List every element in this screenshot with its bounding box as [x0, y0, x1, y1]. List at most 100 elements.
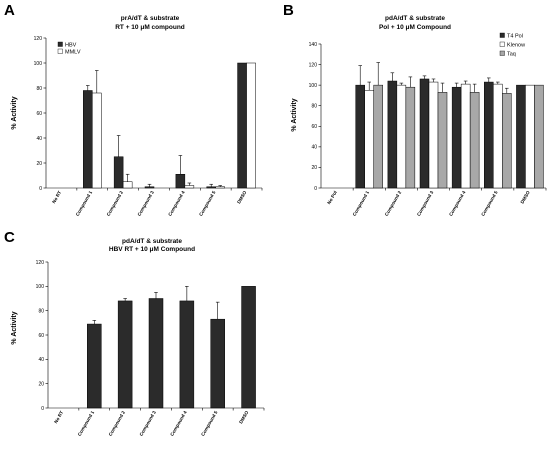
- panel-c: C pdA/dT & substrate HBV RT + 10 μM Comp…: [4, 229, 265, 437]
- bar-b-s1: [396, 84, 407, 189]
- x-tick-label-c: Compound 5: [200, 410, 219, 437]
- bar-a-s1: [92, 92, 102, 189]
- y-tick-label-c: 80: [38, 308, 44, 314]
- bar-c-s0: [117, 300, 133, 409]
- y-axis-label-a: % Activity: [11, 96, 18, 129]
- bar-b-s0: [516, 84, 526, 189]
- bar-b-s1: [364, 90, 374, 189]
- bar-b-s1: [525, 84, 535, 189]
- x-tick-label-b: Compound 2: [384, 190, 403, 217]
- bar-a-s1: [122, 181, 133, 189]
- bar-b-s2: [437, 92, 448, 189]
- panel-label-a: A: [4, 2, 15, 19]
- x-tick-label-b: Compound 3: [416, 190, 435, 217]
- bar-a-s1: [184, 185, 195, 189]
- x-tick-label-c: Compound 1: [77, 410, 96, 437]
- bar-a-s0: [83, 90, 93, 189]
- panel-label-b: B: [283, 2, 294, 19]
- x-tick-label-b: Compound 1: [352, 190, 371, 217]
- x-tick-label-a: Compound 5: [198, 190, 217, 217]
- bar-a-s1: [246, 62, 256, 189]
- bar-c-s0: [87, 323, 102, 409]
- x-tick-label-c: Compound 4: [169, 410, 188, 437]
- x-tick-label-c: Compound 2: [108, 410, 127, 437]
- bar-b-s2: [502, 93, 512, 189]
- bar-b-s0: [355, 84, 365, 189]
- legend-swatch-mmlv: [57, 48, 63, 54]
- bar-c-s0: [148, 298, 164, 409]
- y-tick-label-a: 20: [36, 161, 42, 167]
- chart-title-b-line1: pdA/dT & substrate: [385, 15, 445, 22]
- y-tick-label-b: 140: [309, 42, 318, 48]
- bar-b-s0: [451, 86, 462, 189]
- bar-b-s1: [460, 83, 471, 189]
- x-tick-label-a: Compound 3: [136, 190, 155, 217]
- y-tick-label-a: 80: [36, 86, 42, 92]
- y-tick-label-a: 100: [34, 61, 43, 67]
- legend-swatch-hbv: [57, 41, 63, 47]
- y-tick-label-b: 120: [309, 62, 318, 68]
- legend-a: HBV MMLV: [57, 41, 81, 56]
- y-tick-label-c: 40: [38, 357, 44, 363]
- y-tick-label-c: 0: [41, 406, 44, 412]
- bar-a-s0: [206, 186, 216, 189]
- y-tick-label-b: 0: [314, 186, 317, 192]
- y-tick-label-b: 100: [309, 83, 318, 89]
- bar-b-s0: [484, 81, 494, 189]
- y-tick-label-b: 80: [311, 104, 317, 110]
- panel-label-c: C: [4, 229, 15, 246]
- legend-label-taq: Taq: [507, 52, 516, 58]
- y-tick-label-a: 40: [36, 136, 42, 142]
- y-tick-label-a: 120: [34, 36, 43, 42]
- y-tick-label-c: 20: [38, 381, 44, 387]
- bar-c-s0: [210, 318, 225, 409]
- legend-label-t4-pol: T4 Pol: [507, 34, 523, 40]
- bar-a-s1: [215, 186, 225, 189]
- legend-label-hbv: HBV: [65, 43, 77, 49]
- y-tick-label-b: 20: [311, 165, 317, 171]
- y-tick-label-b: 60: [311, 124, 317, 130]
- legend-swatch-klenow: [499, 41, 505, 47]
- legend-b: T4 Pol Klenow Taq: [499, 32, 525, 58]
- y-axis-label-c: % Activity: [11, 311, 18, 344]
- bar-b-s0: [419, 78, 430, 189]
- chart-title-b-line2: Pol + 10 μM Compound: [379, 24, 451, 31]
- y-tick-label-a: 0: [39, 186, 42, 192]
- x-tick-label-a: No RT: [51, 190, 62, 204]
- y-axis-label-b: % Activity: [291, 98, 298, 131]
- panel-a: A prA/dT & substrate RT + 10 μM compound…: [4, 2, 263, 217]
- bar-b-s2: [405, 86, 416, 189]
- panel-b: B pdA/dT & substrate Pol + 10 μM Compoun…: [283, 2, 547, 217]
- bar-b-s0: [387, 80, 398, 189]
- legend-swatch-t4-pol: [499, 32, 505, 38]
- chart-title-a-line2: RT + 10 μM compound: [115, 24, 185, 31]
- bar-b-s1: [428, 81, 439, 189]
- y-tick-label-a: 60: [36, 111, 42, 117]
- y-tick-label-c: 120: [36, 260, 45, 266]
- legend-label-klenow: Klenow: [507, 43, 525, 49]
- bar-c-s0: [241, 286, 256, 409]
- y-tick-label-c: 100: [36, 284, 45, 290]
- x-tick-label-a: DMSO: [236, 190, 247, 205]
- bar-b-s2: [469, 92, 480, 189]
- bar-b-s2: [373, 84, 383, 189]
- chart-title-c-line1: pdA/dT & substrate: [122, 238, 182, 245]
- x-tick-label-b: DMSO: [520, 190, 531, 205]
- bar-a-s0: [237, 62, 247, 189]
- x-tick-label-c: No RT: [53, 410, 64, 424]
- x-tick-label-a: Compound 2: [106, 190, 125, 217]
- x-tick-label-b: No Pol: [326, 190, 338, 205]
- chart-title-c-line2: HBV RT + 10 μM Compound: [109, 246, 195, 253]
- x-tick-label-a: Compound 4: [167, 190, 186, 217]
- chart-title-a-line1: prA/dT & substrate: [121, 15, 180, 22]
- legend-label-mmlv: MMLV: [65, 50, 81, 56]
- bar-a-s0: [175, 174, 186, 189]
- x-tick-label-b: Compound 4: [448, 190, 467, 217]
- bar-b-s1: [493, 83, 503, 189]
- bar-b-s2: [534, 84, 544, 189]
- x-tick-label-c: Compound 3: [138, 410, 157, 437]
- bar-c-s0: [179, 300, 195, 409]
- bar-a-s0: [144, 186, 155, 189]
- y-tick-label-c: 60: [38, 333, 44, 339]
